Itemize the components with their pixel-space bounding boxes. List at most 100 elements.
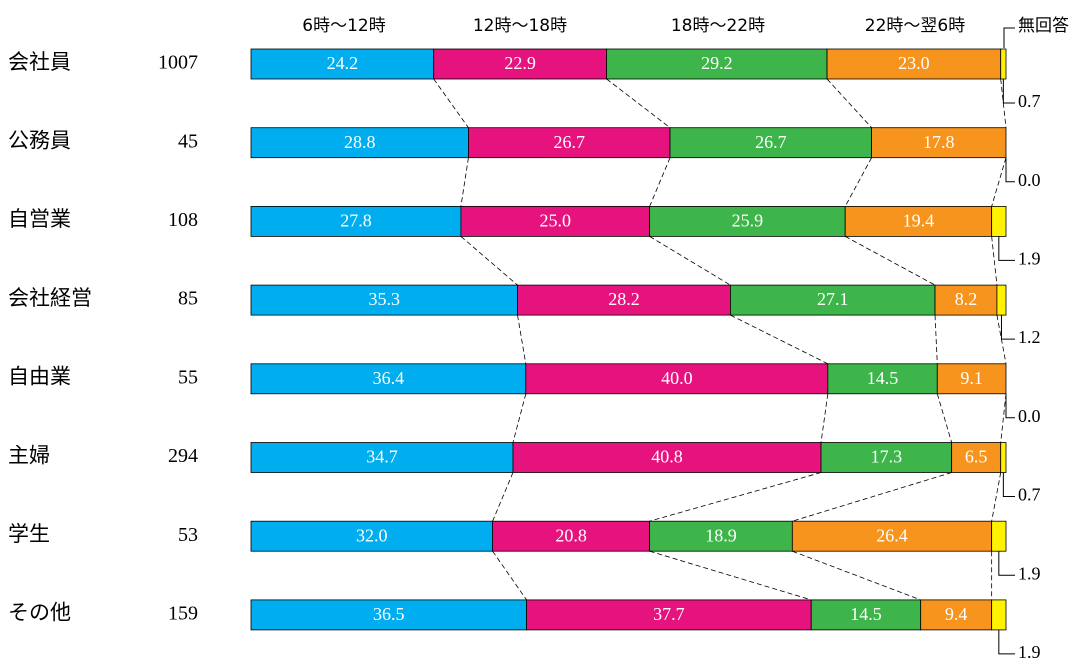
connector xyxy=(844,157,872,207)
bar-segment xyxy=(250,205,462,237)
value-label: 20.8 xyxy=(555,525,587,545)
bar-segment xyxy=(827,363,938,395)
value-label: 25.0 xyxy=(540,211,572,231)
value-label: 23.0 xyxy=(898,53,930,73)
value-label: 19.4 xyxy=(903,211,935,231)
connector xyxy=(492,472,514,522)
value-label: 34.7 xyxy=(366,447,398,467)
value-label: 22.9 xyxy=(504,53,536,73)
bar-segment xyxy=(991,599,1007,631)
category-label: 公務員 xyxy=(8,129,71,153)
connector xyxy=(844,236,936,286)
value-label: 18.9 xyxy=(705,525,737,545)
bar-segment xyxy=(433,48,608,80)
bar-segment xyxy=(250,284,518,316)
bar-segment xyxy=(871,127,1007,159)
bar-segment xyxy=(996,284,1007,316)
category-label: 会社員 xyxy=(8,50,71,74)
n-label: 159 xyxy=(168,602,198,624)
value-label: 14.5 xyxy=(850,604,882,624)
value-label: 26.7 xyxy=(755,132,787,152)
connector xyxy=(433,78,469,128)
connector xyxy=(492,550,527,601)
value-label: 36.4 xyxy=(373,368,405,388)
value-leader xyxy=(1002,79,1015,104)
connector xyxy=(820,393,829,443)
n-label: 1007 xyxy=(158,52,198,74)
connector xyxy=(649,472,822,522)
connector xyxy=(991,157,1007,207)
value-label: 17.3 xyxy=(871,447,903,467)
connector xyxy=(512,393,527,443)
value-label: 0.7 xyxy=(1018,91,1041,111)
bar-segment xyxy=(1000,48,1007,80)
bar-segment xyxy=(525,363,829,395)
bar-segment xyxy=(250,442,514,473)
n-label: 108 xyxy=(168,209,198,231)
value-label: 0.0 xyxy=(1018,170,1041,190)
bar-segment xyxy=(791,520,993,552)
legend-label: 無回答 xyxy=(1018,16,1069,36)
category-label: 自由業 xyxy=(8,365,71,389)
value-leader xyxy=(1000,315,1015,340)
value-label: 27.8 xyxy=(340,211,372,231)
value-label: 1.9 xyxy=(1018,249,1041,269)
value-leader xyxy=(1005,393,1015,419)
value-leader xyxy=(1002,472,1015,497)
value-label: 14.5 xyxy=(867,368,899,388)
bar-segment xyxy=(826,48,1002,80)
connector xyxy=(934,315,938,364)
value-label: 26.4 xyxy=(876,525,908,545)
connector xyxy=(936,393,953,443)
bar-segment xyxy=(250,127,469,159)
value-label: 29.2 xyxy=(701,53,733,73)
value-label: 24.2 xyxy=(327,53,359,73)
bar-segment xyxy=(649,520,793,552)
legend-label: 6時～12時 xyxy=(302,16,385,36)
n-label: 53 xyxy=(178,524,198,546)
bar-segment xyxy=(250,363,527,395)
bar-segment xyxy=(936,363,1007,395)
connector xyxy=(1000,78,1007,128)
value-label: 0.7 xyxy=(1018,485,1041,505)
bar-segment xyxy=(512,442,822,473)
n-label: 85 xyxy=(178,288,198,310)
connector xyxy=(792,472,952,522)
value-label: 1.9 xyxy=(1018,642,1041,662)
connector xyxy=(517,315,527,364)
value-label: 37.7 xyxy=(653,604,685,624)
bar-segment xyxy=(820,442,953,473)
legend-bracket xyxy=(1003,27,1015,48)
connector xyxy=(606,78,671,129)
connector xyxy=(991,472,1002,522)
legend-label: 12時～18時 xyxy=(473,16,567,36)
value-label: 9.4 xyxy=(945,604,968,624)
connector xyxy=(649,157,671,207)
value-label: 0.0 xyxy=(1018,406,1041,426)
value-label: 6.5 xyxy=(965,447,988,467)
value-label: 9.1 xyxy=(960,368,983,388)
value-label: 1.9 xyxy=(1018,563,1041,583)
connector xyxy=(460,236,518,286)
value-label: 40.8 xyxy=(651,447,683,467)
bar-segment xyxy=(991,520,1007,552)
bar-segment xyxy=(1000,442,1007,473)
category-label: 会社経営 xyxy=(8,286,92,310)
connector xyxy=(1000,393,1007,443)
bar-segment xyxy=(606,48,828,80)
connector xyxy=(826,78,872,128)
connector xyxy=(996,315,1007,364)
value-leader xyxy=(998,629,1015,655)
value-label: 8.2 xyxy=(955,289,978,309)
category-label: 学生 xyxy=(8,522,50,546)
n-label: 294 xyxy=(168,445,198,467)
category-label: 自営業 xyxy=(8,207,71,231)
bar-segment xyxy=(669,127,873,159)
bar-segment xyxy=(468,127,671,159)
bar-segment xyxy=(460,205,651,237)
value-label: 28.8 xyxy=(344,132,376,152)
n-label: 55 xyxy=(178,366,198,388)
legend-label: 18時～22時 xyxy=(671,16,765,36)
